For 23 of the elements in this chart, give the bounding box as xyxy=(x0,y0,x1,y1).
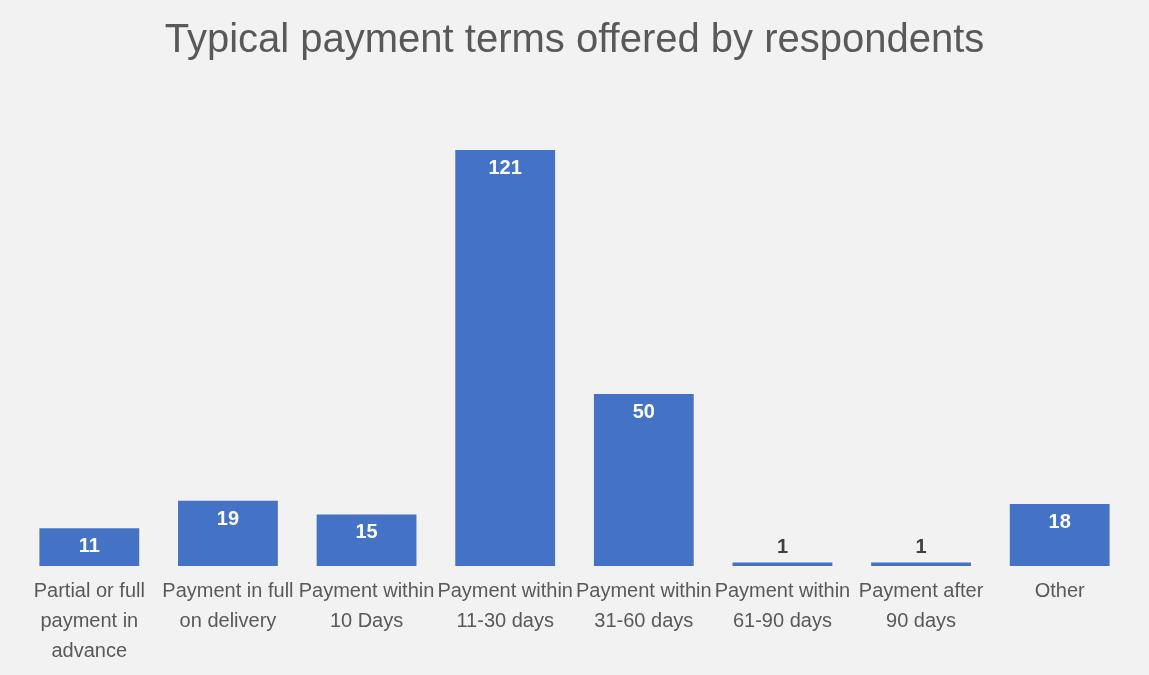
data-label: 19 xyxy=(216,506,240,529)
bar xyxy=(455,150,556,566)
x-tick-label: Payment in full on delivery xyxy=(162,578,294,631)
x-tick-label: Payment within 11-30 days xyxy=(437,578,573,631)
data-label: 1 xyxy=(776,534,788,557)
bar xyxy=(316,514,417,566)
bar xyxy=(178,500,278,566)
data-label: 18 xyxy=(1048,510,1071,533)
bar xyxy=(1009,504,1110,566)
chart-title: Typical payment terms offered by respondents xyxy=(164,16,985,60)
x-tick-label: Other xyxy=(1034,578,1086,601)
data-label: 11 xyxy=(78,534,100,557)
x-tick-label: Payment after 90 days xyxy=(858,578,984,631)
data-label: 1 xyxy=(915,534,927,557)
data-label: 121 xyxy=(488,156,522,178)
data-label: 50 xyxy=(632,400,655,423)
x-tick-label: Payment within 61-90 days xyxy=(714,578,851,631)
bar xyxy=(39,528,140,566)
x-tick-label: Payment within 31-60 days xyxy=(576,578,712,631)
x-tick-label: Payment within 10 Days xyxy=(298,578,435,631)
bar xyxy=(593,394,694,566)
data-label: 15 xyxy=(355,520,378,543)
x-tick-label: Partial or full payment in advance xyxy=(33,578,145,661)
